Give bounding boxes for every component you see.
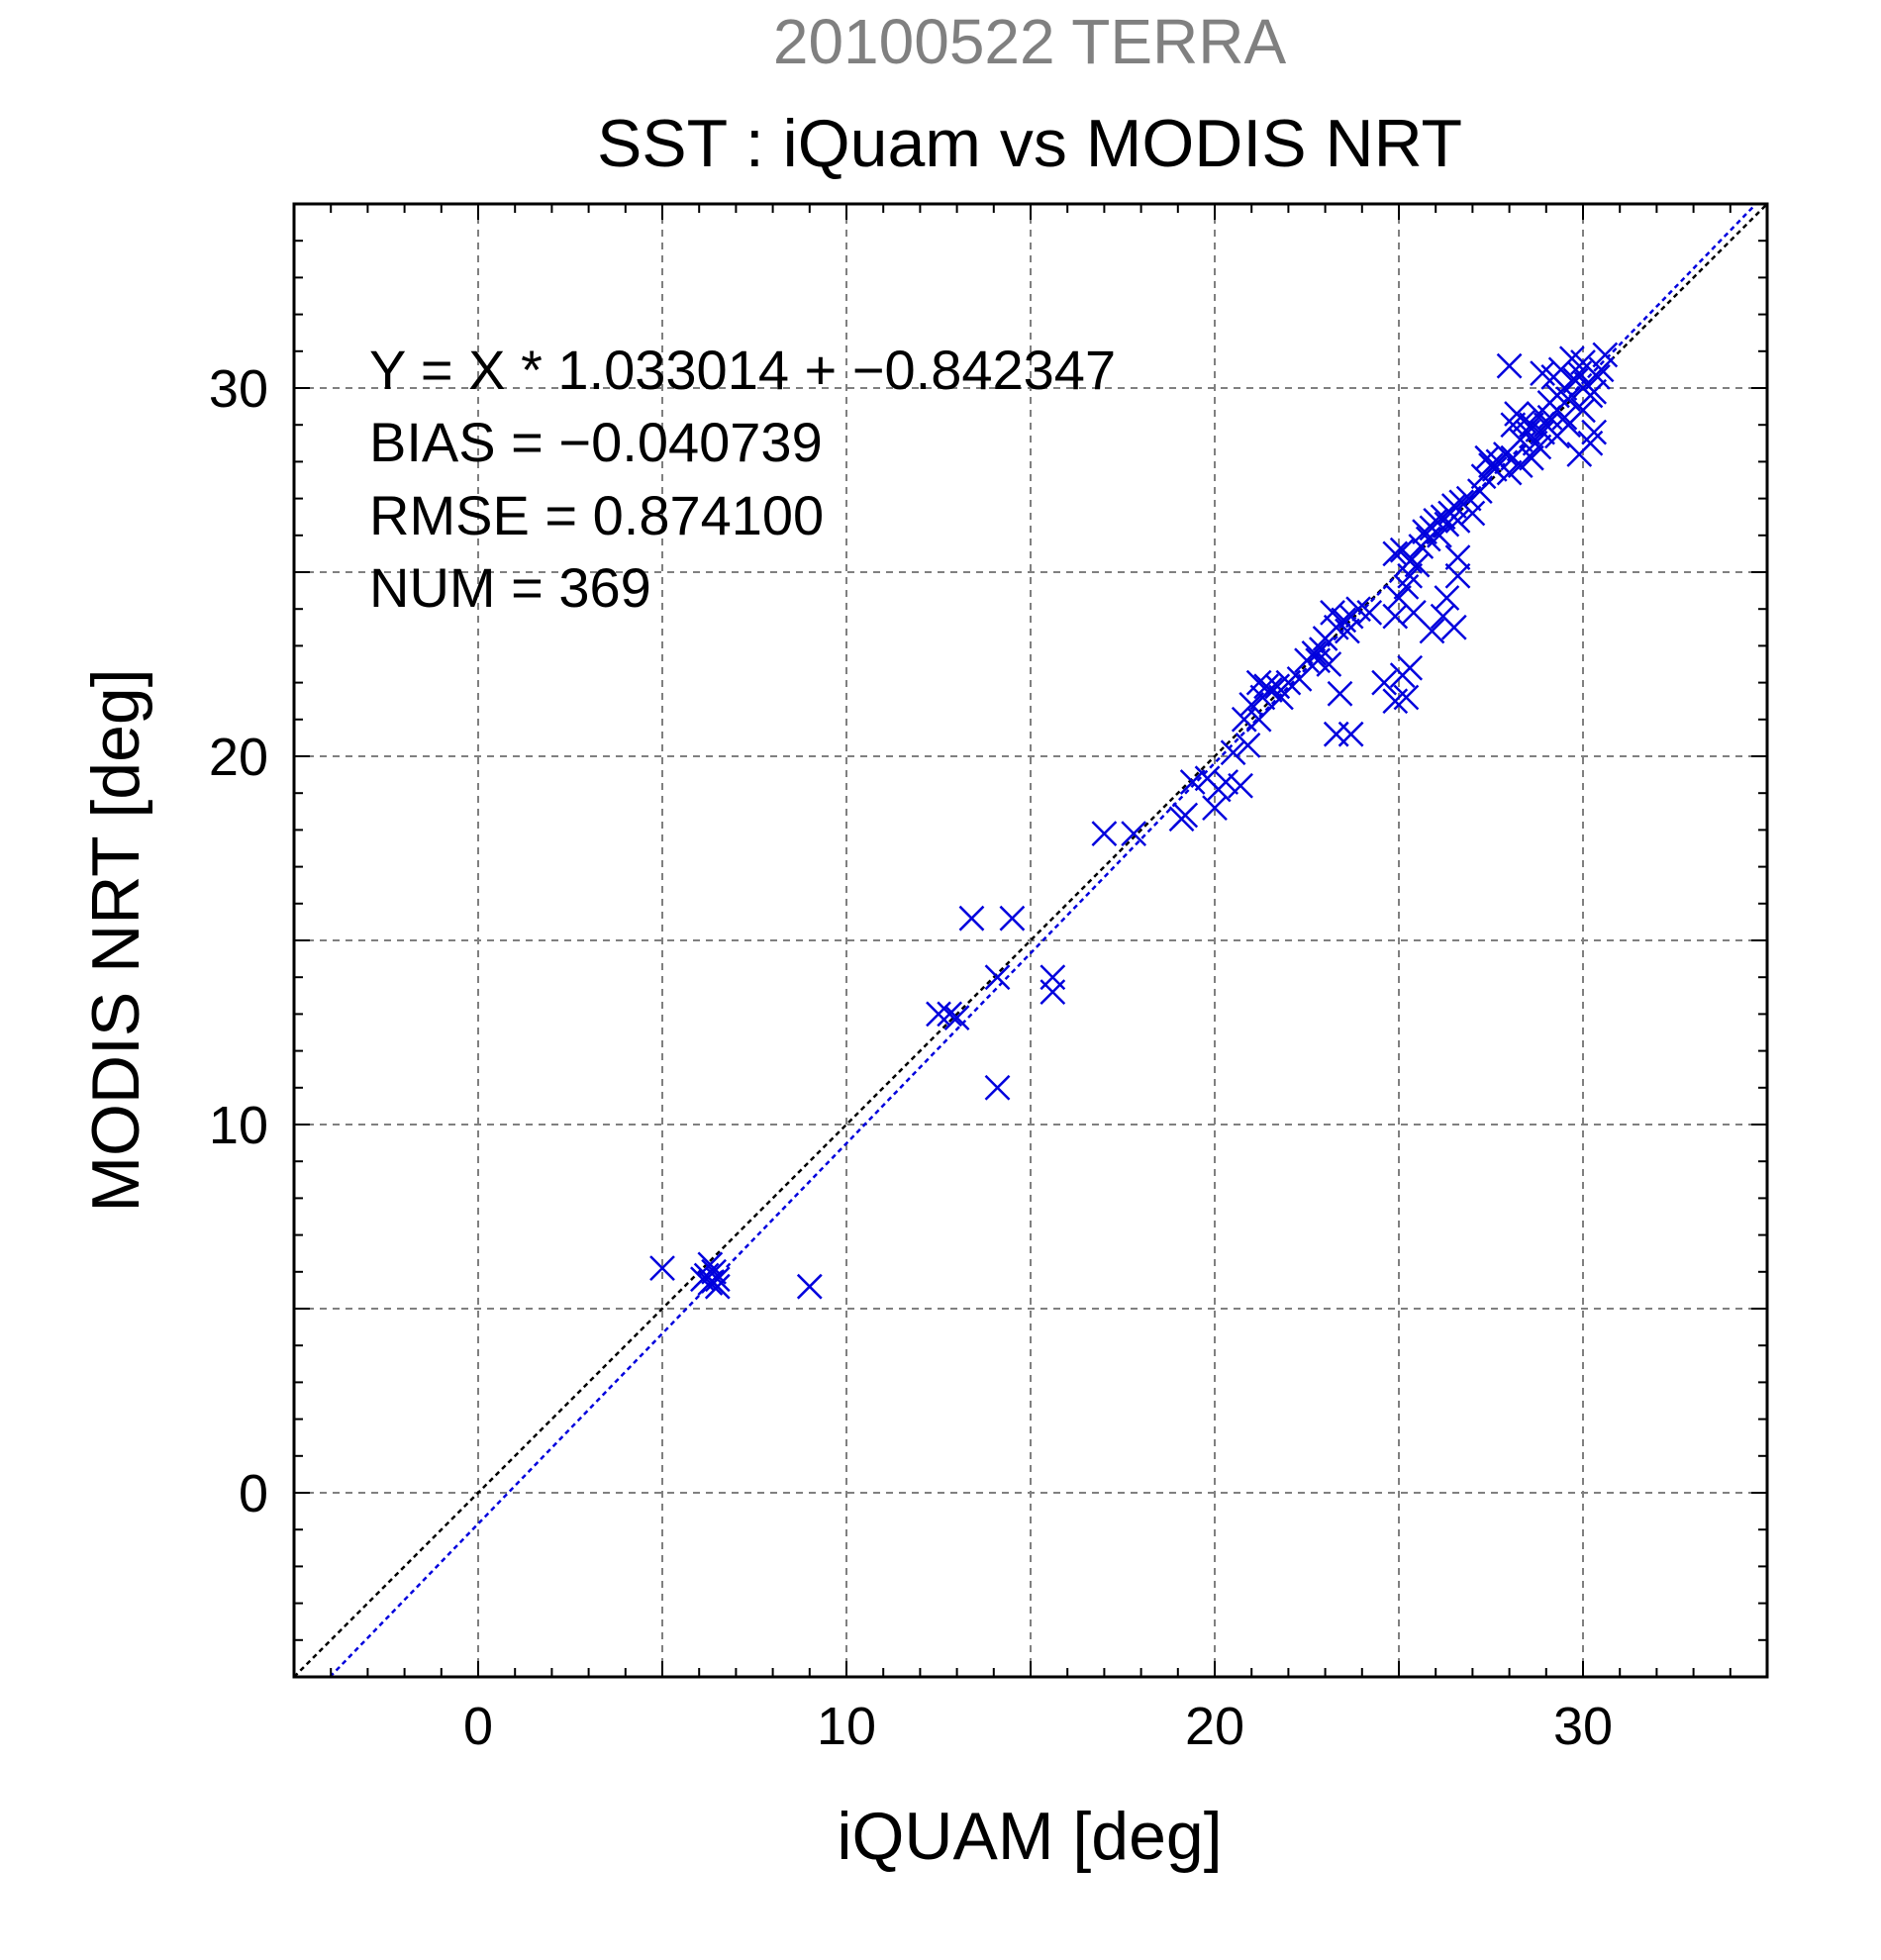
data-point: [1301, 639, 1328, 666]
data-point: [1040, 979, 1066, 1005]
data-point: [697, 1251, 724, 1278]
data-point: [1382, 540, 1409, 567]
data-point: [1371, 669, 1398, 696]
data-point: [1179, 769, 1206, 795]
y-tick-label: 20: [209, 728, 268, 787]
data-point: [1455, 485, 1482, 512]
data-points: [649, 342, 1619, 1300]
y-tick-label: 10: [209, 1096, 268, 1155]
data-point: [1419, 618, 1445, 644]
data-point: [1386, 585, 1412, 611]
data-point: [1444, 544, 1471, 571]
data-point: [1551, 404, 1578, 431]
data-point: [704, 1266, 731, 1293]
data-point: [1434, 585, 1460, 611]
data-point: [1496, 352, 1523, 379]
data-point: [1592, 342, 1619, 368]
data-point: [1040, 964, 1066, 991]
chart-title: 20100522 TERRA: [773, 6, 1287, 77]
data-point: [1253, 673, 1279, 700]
data-point: [999, 905, 1026, 931]
data-point: [1305, 647, 1332, 674]
data-point: [1459, 500, 1486, 527]
data-point: [1228, 772, 1253, 799]
data-point: [926, 1001, 951, 1028]
data-point: [1397, 547, 1424, 574]
data-point: [1323, 721, 1349, 747]
data-point: [1213, 769, 1239, 795]
x-tick-label: 10: [817, 1697, 876, 1756]
data-point: [1444, 562, 1471, 589]
data-point: [701, 1258, 727, 1285]
x-tick-label: 0: [463, 1697, 493, 1756]
annotation-line-2: BIAS = −0.040739: [369, 411, 823, 473]
data-point: [943, 1005, 970, 1031]
data-point: [958, 905, 985, 931]
data-point: [1588, 356, 1615, 383]
data-point: [1427, 522, 1452, 548]
grid: [294, 204, 1767, 1677]
regression-line: [329, 203, 1757, 1678]
data-point: [1382, 603, 1409, 630]
data-point: [796, 1273, 823, 1300]
data-point: [1581, 378, 1608, 405]
data-point: [1519, 412, 1544, 439]
statistics-annotations: Y = X * 1.033014 + −0.842347 BIAS = −0.04…: [369, 339, 1116, 619]
data-point: [704, 1273, 731, 1300]
reference-lines: [293, 203, 1768, 1678]
data-point: [1389, 537, 1416, 563]
y-tick-label: 0: [239, 1464, 268, 1523]
x-axis-label: iQUAM [deg]: [837, 1799, 1222, 1874]
data-point: [1581, 419, 1608, 445]
data-point: [1555, 412, 1582, 439]
annotation-line-1: Y = X * 1.033014 + −0.842347: [369, 339, 1116, 401]
data-point: [649, 1255, 675, 1281]
data-point: [1238, 692, 1265, 718]
data-point: [1091, 821, 1118, 847]
annotation-line-3: RMSE = 0.874100: [369, 484, 824, 546]
data-point: [1536, 404, 1563, 431]
data-point: [1393, 684, 1420, 711]
axis-ticks: [293, 203, 1768, 1678]
data-point: [1481, 455, 1508, 482]
data-point: [1121, 821, 1147, 847]
data-point: [1235, 732, 1261, 758]
data-point: [1245, 669, 1272, 696]
data-point: [1172, 802, 1199, 829]
x-tick-label: 30: [1553, 1697, 1613, 1756]
data-point: [1327, 680, 1353, 707]
data-point: [1397, 654, 1424, 681]
tick-labels: 0 10 20 30 0 10 20 30: [209, 359, 1613, 1756]
x-tick-label: 20: [1185, 1697, 1244, 1756]
data-point: [1466, 478, 1493, 505]
data-point: [984, 1074, 1011, 1101]
y-axis-label: MODIS NRT [deg]: [78, 668, 153, 1212]
data-point: [1511, 408, 1537, 435]
data-point: [1356, 600, 1383, 626]
data-point: [1507, 452, 1534, 479]
chart-subtitle: SST : iQuam vs MODIS NRT: [597, 106, 1462, 181]
data-point: [1519, 444, 1544, 471]
y-tick-label: 30: [209, 359, 268, 419]
annotation-line-4: NUM = 369: [369, 556, 651, 619]
data-point: [937, 1001, 963, 1028]
data-point: [1335, 618, 1360, 644]
data-point: [1496, 459, 1523, 486]
data-point: [1245, 706, 1272, 733]
data-point: [1440, 493, 1467, 519]
data-point: [1337, 721, 1364, 747]
data-point: [1430, 603, 1456, 630]
data-point: [984, 964, 1011, 991]
data-point: [1444, 508, 1471, 534]
data-point: [1220, 739, 1246, 766]
data-point: [1584, 363, 1611, 390]
data-point: [1320, 600, 1345, 626]
